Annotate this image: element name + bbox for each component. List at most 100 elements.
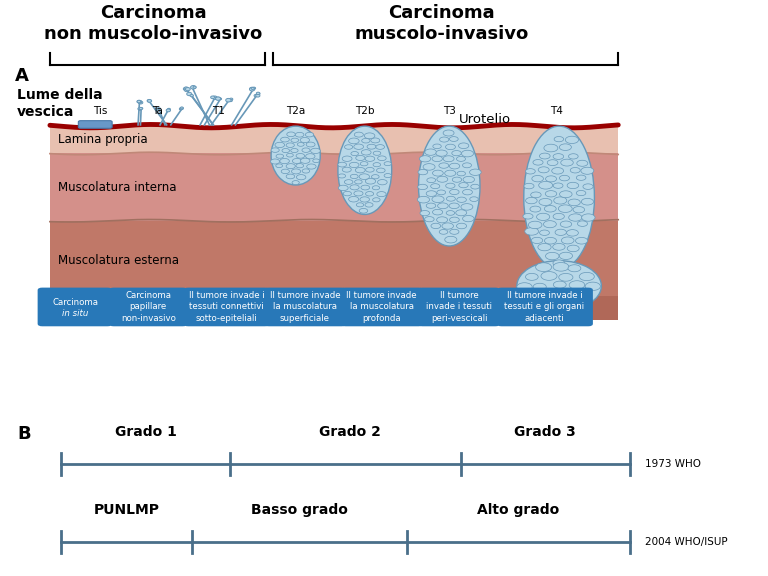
Ellipse shape	[187, 92, 192, 96]
Circle shape	[553, 281, 566, 288]
Circle shape	[365, 203, 373, 207]
Ellipse shape	[184, 87, 188, 90]
Ellipse shape	[517, 261, 601, 311]
Circle shape	[449, 203, 459, 209]
Ellipse shape	[147, 100, 151, 102]
Circle shape	[378, 156, 386, 161]
Circle shape	[282, 149, 290, 153]
Circle shape	[449, 217, 459, 222]
Ellipse shape	[271, 126, 320, 185]
Circle shape	[349, 162, 359, 168]
Circle shape	[350, 185, 359, 190]
Circle shape	[418, 184, 428, 190]
Text: Muscolatura interna: Muscolatura interna	[58, 181, 176, 195]
Ellipse shape	[419, 126, 480, 246]
Ellipse shape	[524, 126, 594, 269]
Circle shape	[376, 145, 385, 149]
Text: Tis: Tis	[93, 106, 107, 116]
Circle shape	[553, 244, 565, 250]
FancyBboxPatch shape	[78, 121, 112, 128]
Circle shape	[551, 168, 564, 174]
Circle shape	[296, 175, 306, 180]
Circle shape	[570, 168, 580, 173]
Circle shape	[543, 291, 558, 300]
Text: Grado 1: Grado 1	[115, 425, 177, 439]
Ellipse shape	[193, 86, 196, 88]
Circle shape	[538, 167, 549, 173]
Circle shape	[362, 138, 370, 143]
Circle shape	[419, 156, 431, 162]
Ellipse shape	[190, 86, 196, 89]
Circle shape	[432, 209, 442, 215]
Circle shape	[462, 163, 472, 168]
Circle shape	[525, 198, 537, 204]
Circle shape	[536, 302, 548, 309]
Circle shape	[471, 184, 479, 189]
Ellipse shape	[180, 107, 184, 109]
Circle shape	[372, 175, 379, 179]
Ellipse shape	[167, 108, 170, 111]
Text: T1: T1	[213, 106, 225, 116]
Circle shape	[555, 229, 567, 236]
Text: Muscolatura esterna: Muscolatura esterna	[58, 254, 179, 267]
Circle shape	[541, 271, 557, 281]
Circle shape	[455, 210, 467, 216]
FancyBboxPatch shape	[264, 287, 346, 326]
Circle shape	[306, 154, 315, 159]
Circle shape	[364, 133, 375, 139]
Circle shape	[437, 217, 448, 223]
FancyBboxPatch shape	[184, 287, 270, 326]
FancyBboxPatch shape	[50, 153, 618, 221]
Ellipse shape	[139, 107, 142, 109]
Circle shape	[431, 184, 440, 189]
Text: Grado 2: Grado 2	[319, 425, 380, 439]
Ellipse shape	[180, 108, 182, 110]
Ellipse shape	[226, 98, 231, 102]
Circle shape	[452, 150, 462, 156]
Circle shape	[462, 150, 474, 157]
Text: T2b: T2b	[355, 106, 375, 116]
Circle shape	[343, 167, 351, 172]
Circle shape	[349, 138, 359, 144]
Circle shape	[567, 230, 578, 236]
Ellipse shape	[229, 100, 233, 101]
Circle shape	[456, 157, 465, 161]
Circle shape	[559, 274, 573, 281]
Circle shape	[579, 272, 594, 281]
Circle shape	[445, 144, 455, 150]
Ellipse shape	[257, 93, 260, 95]
Circle shape	[349, 196, 359, 202]
Circle shape	[461, 204, 473, 210]
Circle shape	[578, 292, 591, 299]
Circle shape	[359, 209, 368, 213]
Text: T3: T3	[443, 106, 455, 116]
Circle shape	[577, 160, 588, 166]
Ellipse shape	[167, 109, 170, 111]
Circle shape	[443, 156, 454, 162]
Circle shape	[367, 144, 376, 149]
Circle shape	[560, 191, 572, 198]
Circle shape	[355, 180, 362, 184]
Circle shape	[537, 213, 550, 221]
Circle shape	[446, 211, 455, 215]
Circle shape	[539, 153, 550, 159]
Circle shape	[286, 153, 293, 157]
Ellipse shape	[166, 109, 170, 112]
Circle shape	[561, 237, 574, 244]
Circle shape	[530, 206, 541, 212]
Circle shape	[345, 145, 353, 149]
Circle shape	[286, 174, 295, 179]
Circle shape	[438, 203, 449, 209]
Circle shape	[310, 148, 320, 154]
Circle shape	[432, 170, 443, 176]
Circle shape	[553, 213, 564, 219]
FancyBboxPatch shape	[341, 287, 423, 326]
Text: Carcinoma
papillare
non-invasivo: Carcinoma papillare non-invasivo	[121, 291, 176, 323]
Ellipse shape	[254, 94, 257, 97]
Circle shape	[525, 228, 538, 235]
Circle shape	[276, 164, 283, 168]
Circle shape	[439, 137, 449, 142]
Ellipse shape	[184, 88, 188, 90]
Circle shape	[524, 183, 534, 189]
Text: 1973 WHO: 1973 WHO	[645, 459, 701, 469]
